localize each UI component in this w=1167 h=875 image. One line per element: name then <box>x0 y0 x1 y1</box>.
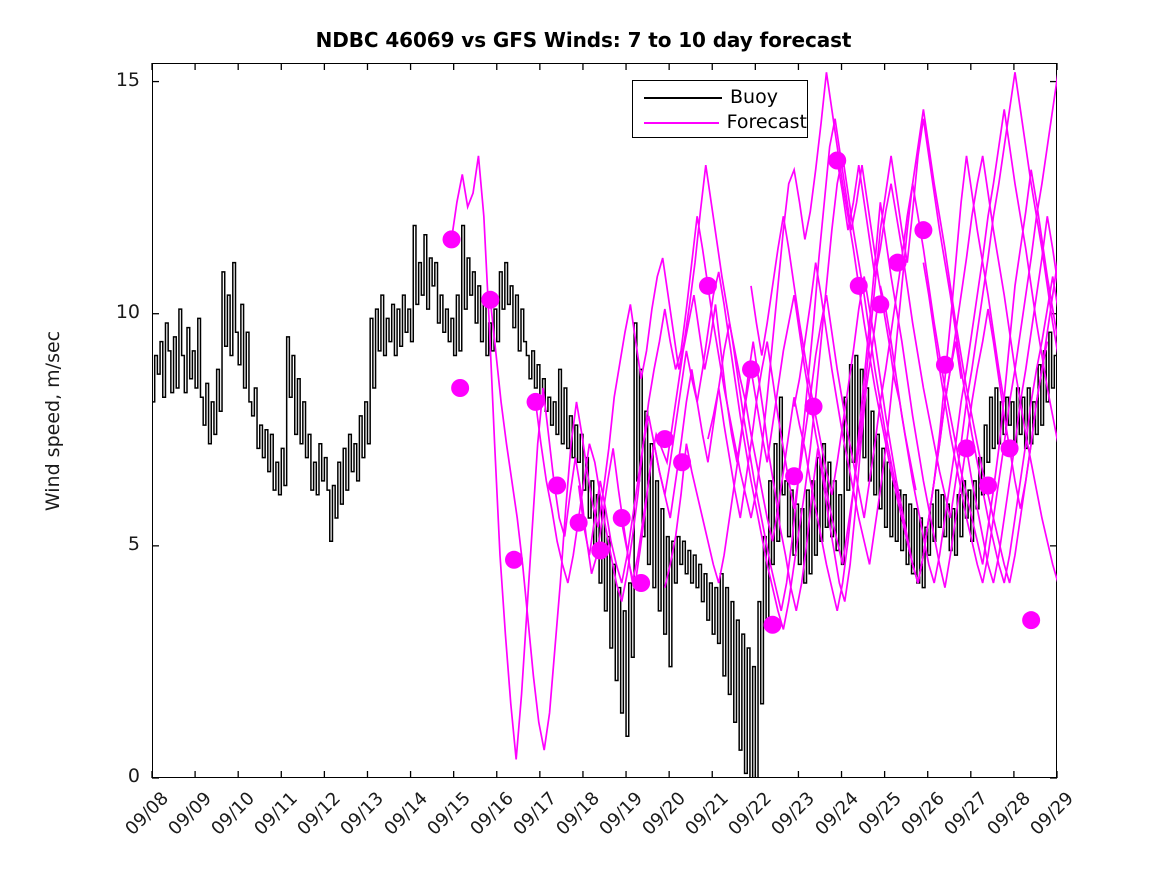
plot-area <box>152 63 1057 778</box>
legend-swatch-forecast <box>644 121 719 124</box>
chart-legend: Buoy Forecast <box>632 80 808 138</box>
y-tick-label: 5 <box>127 532 140 555</box>
y-tick-label: 0 <box>127 765 140 787</box>
legend-label-buoy: Buoy <box>730 86 778 108</box>
y-axis-title-text: Wind speed, m/sec <box>42 330 64 511</box>
legend-item-forecast: Forecast <box>633 110 807 135</box>
legend-item-buoy: Buoy <box>633 85 807 110</box>
chart-title: NDBC 46069 vs GFS Winds: 7 to 10 day for… <box>315 28 852 52</box>
y-tick-label: 15 <box>115 68 140 91</box>
y-tick-label: 10 <box>115 300 140 323</box>
legend-label-forecast: Forecast <box>726 111 807 133</box>
legend-swatch-buoy <box>644 96 722 99</box>
